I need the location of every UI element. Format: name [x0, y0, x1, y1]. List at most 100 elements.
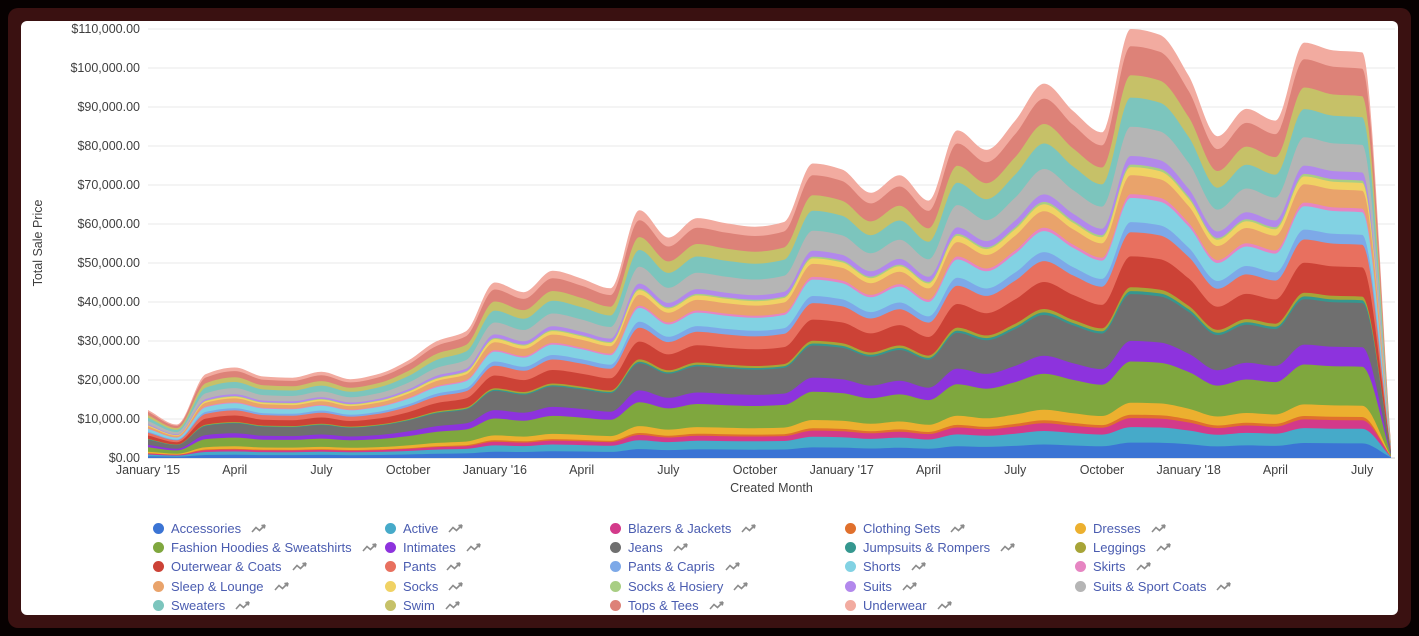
trend-sparkline-icon — [445, 601, 460, 610]
legend-item-outerwear-coats[interactable]: Outerwear & Coats — [153, 557, 385, 576]
y-tick-label: $110,000.00 — [71, 22, 140, 36]
y-tick-label: $0.00 — [109, 451, 140, 465]
trend-sparkline-icon — [910, 562, 926, 572]
legend-label: Fashion Hoodies & Sweatshirts — [171, 540, 352, 556]
y-tick-label: $80,000.00 — [77, 139, 140, 153]
legend-color-dot — [153, 561, 164, 573]
legend-color-dot — [1075, 561, 1086, 573]
y-tick-label: $70,000.00 — [77, 178, 140, 192]
legend-color-dot — [153, 599, 164, 611]
x-tick-label: April — [1263, 463, 1288, 477]
legend-color-dot — [153, 542, 164, 554]
x-tick-label: July — [657, 463, 680, 477]
legend-item-pants-capris[interactable]: Pants & Capris — [610, 557, 845, 576]
legend-label: Jeans — [628, 540, 663, 556]
y-tick-label: $90,000.00 — [77, 100, 140, 114]
trend-sparkline-icon — [251, 524, 266, 533]
legend-label: Active — [403, 521, 439, 537]
legend: Accessories Active Blazers & Jackets Clothi… — [153, 519, 1305, 615]
legend-item-jumpsuits-rompers[interactable]: Jumpsuits & Rompers — [845, 538, 1075, 557]
legend-label: Leggings — [1093, 540, 1146, 556]
legend-label: Pants & Capris — [628, 559, 715, 575]
legend-item-intimates[interactable]: Intimates — [385, 538, 610, 557]
x-tick-label: July — [310, 463, 333, 477]
legend-color-dot — [385, 599, 396, 611]
legend-label: Swim — [403, 597, 435, 613]
legend-item-sweaters[interactable]: Sweaters — [153, 596, 385, 615]
chart-svg[interactable]: $0.00 $10,000.00 $20,000.00 $30,000.00 $40,0… — [21, 21, 1398, 499]
trend-sparkline-icon — [1156, 543, 1171, 552]
legend-color-dot — [845, 599, 856, 611]
x-tick-label: April — [569, 463, 594, 477]
legend-item-leggings[interactable]: Leggings — [1075, 538, 1305, 557]
legend-label: Socks & Hosiery — [628, 578, 724, 594]
legend-color-dot — [153, 523, 164, 535]
x-tick-label: January '17 — [810, 463, 874, 477]
y-tick-label: $30,000.00 — [77, 334, 140, 348]
legend-item-accessories[interactable]: Accessories — [153, 519, 385, 538]
legend-color-dot — [385, 561, 396, 573]
legend-item-suits-sport-coats[interactable]: Suits & Sport Coats — [1075, 577, 1305, 596]
legend-color-dot — [610, 580, 621, 592]
legend-item-pants[interactable]: Pants — [385, 557, 610, 576]
trend-sparkline-icon — [741, 524, 757, 533]
trend-sparkline-icon — [466, 543, 481, 552]
legend-item-blazers-jackets[interactable]: Blazers & Jackets — [610, 519, 845, 538]
legend-color-dot — [1075, 580, 1086, 592]
legend-item-suits[interactable]: Suits — [845, 577, 1075, 596]
y-tick-label: $50,000.00 — [77, 256, 140, 270]
legend-item-sleep-lounge[interactable]: Sleep & Lounge — [153, 577, 385, 596]
y-tick-label: $20,000.00 — [77, 373, 140, 387]
legend-color-dot — [1075, 542, 1086, 554]
legend-label: Jumpsuits & Rompers — [863, 540, 991, 556]
legend-color-dot — [385, 523, 396, 535]
legend-label: Suits — [863, 578, 892, 594]
y-tick-label: $40,000.00 — [77, 295, 140, 309]
legend-label: Tops & Tees — [628, 597, 699, 613]
y-tick-label: $60,000.00 — [77, 217, 140, 231]
legend-label: Blazers & Jackets — [628, 521, 732, 537]
legend-color-dot — [610, 599, 621, 611]
area-accessories[interactable] — [148, 442, 1391, 458]
legend-item-clothing-sets[interactable]: Clothing Sets — [845, 519, 1075, 538]
legend-label: Skirts — [1093, 559, 1126, 575]
legend-label: Intimates — [403, 540, 456, 556]
legend-label: Dresses — [1093, 521, 1141, 537]
legend-color-dot — [153, 580, 164, 592]
legend-item-fashion-hoodies-sweatshirts[interactable]: Fashion Hoodies & Sweatshirts — [153, 538, 385, 557]
legend-item-tops-tees[interactable]: Tops & Tees — [610, 596, 845, 615]
trend-sparkline-icon — [708, 601, 724, 610]
legend-label: Accessories — [171, 521, 242, 537]
window-frame: Total Sale Price $0.00 $10,000.00 $20,000.… — [8, 8, 1411, 628]
legend-color-dot — [385, 580, 396, 592]
x-tick-label: July — [1351, 463, 1374, 477]
legend-item-underwear[interactable]: Underwear — [845, 596, 1075, 615]
legend-item-active[interactable]: Active — [385, 519, 610, 538]
legend-item-dresses[interactable]: Dresses — [1075, 519, 1305, 538]
trend-sparkline-icon — [446, 562, 462, 572]
x-tick-label: April — [916, 463, 941, 477]
legend-item-skirts[interactable]: Skirts — [1075, 557, 1305, 576]
y-tick-label: $100,000.00 — [70, 61, 140, 75]
legend-color-dot — [385, 542, 396, 554]
y-tick-label: $10,000.00 — [77, 412, 140, 426]
legend-color-dot — [845, 561, 856, 573]
legend-item-shorts[interactable]: Shorts — [845, 557, 1075, 576]
trend-sparkline-icon — [950, 524, 966, 533]
x-axis-title: Created Month — [730, 481, 813, 495]
trend-sparkline-icon — [362, 543, 377, 552]
legend-item-socks-hosiery[interactable]: Socks & Hosiery — [610, 577, 845, 596]
x-tick-label: January '18 — [1157, 463, 1221, 477]
legend-label: Sweaters — [171, 597, 226, 613]
legend-color-dot — [845, 523, 856, 535]
legend-item-jeans[interactable]: Jeans — [610, 538, 845, 557]
legend-color-dot — [610, 523, 621, 535]
legend-label: Outerwear & Coats — [171, 559, 282, 575]
legend-item-socks[interactable]: Socks — [385, 577, 610, 596]
chart-card: Total Sale Price $0.00 $10,000.00 $20,000.… — [21, 21, 1398, 615]
x-tick-label: October — [386, 463, 430, 477]
legend-label: Underwear — [863, 597, 927, 613]
legend-label: Suits & Sport Coats — [1093, 578, 1207, 594]
trend-sparkline-icon — [273, 581, 289, 591]
legend-item-swim[interactable]: Swim — [385, 596, 610, 615]
